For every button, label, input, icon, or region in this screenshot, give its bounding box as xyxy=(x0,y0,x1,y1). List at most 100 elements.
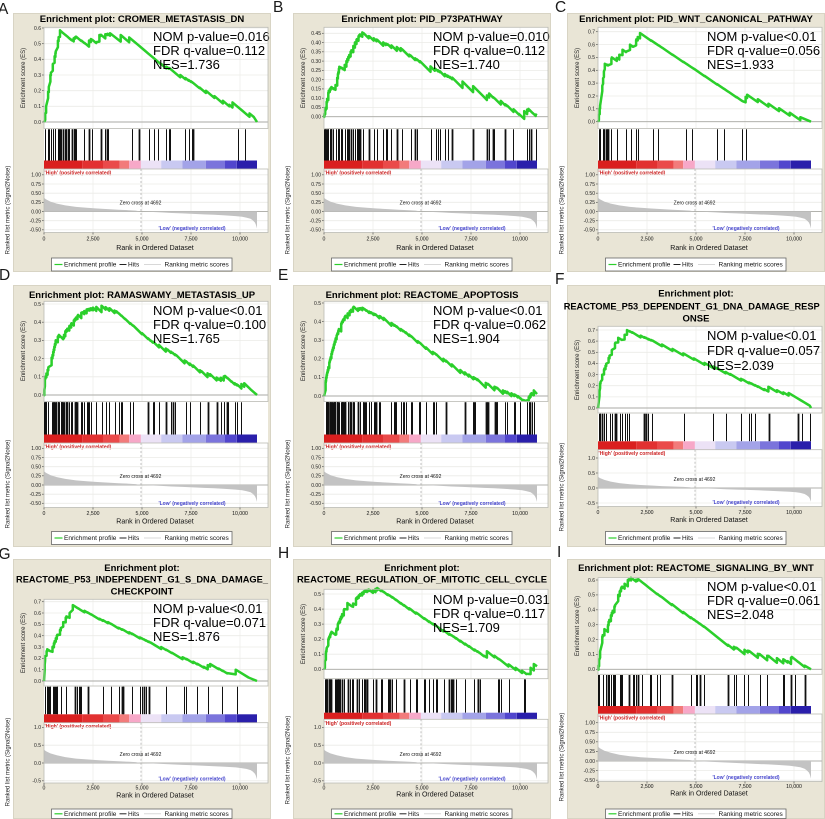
svg-text:0.25: 0.25 xyxy=(585,749,595,755)
svg-text:0.7: 0.7 xyxy=(34,600,41,606)
svg-text:0.5: 0.5 xyxy=(588,350,595,356)
svg-text:5,000: 5,000 xyxy=(136,237,149,243)
svg-text:0: 0 xyxy=(43,785,46,791)
svg-text:0.3: 0.3 xyxy=(34,645,41,651)
svg-text:0.6: 0.6 xyxy=(588,42,595,48)
svg-text:0.1: 0.1 xyxy=(34,375,41,381)
svg-text:0.5: 0.5 xyxy=(314,743,321,749)
svg-text:0: 0 xyxy=(597,510,600,516)
svg-text:0.4: 0.4 xyxy=(314,319,321,325)
svg-text:Ranked list metric (Signal2Noi: Ranked list metric (Signal2Noise) xyxy=(286,440,292,529)
svg-text:'Low' (negatively correlated): 'Low' (negatively correlated) xyxy=(158,226,225,232)
svg-text:0.4: 0.4 xyxy=(34,320,41,326)
svg-text:Rank in Ordered Dataset: Rank in Ordered Dataset xyxy=(670,517,747,524)
svg-text:2,500: 2,500 xyxy=(367,785,380,791)
svg-text:0.6: 0.6 xyxy=(588,578,595,584)
svg-text:Rank in Ordered Dataset: Rank in Ordered Dataset xyxy=(670,245,747,252)
svg-text:FDR q-value=0.062: FDR q-value=0.062 xyxy=(433,317,546,332)
svg-text:10,000: 10,000 xyxy=(512,511,528,517)
svg-text:NES=2.048: NES=2.048 xyxy=(707,607,774,622)
svg-text:-0.25: -0.25 xyxy=(584,768,596,774)
svg-text:Ranked list metric (Signal2Noi: Ranked list metric (Signal2Noise) xyxy=(6,718,12,807)
svg-text:NOM p-value<0.01: NOM p-value<0.01 xyxy=(707,328,816,343)
svg-text:NES=1.765: NES=1.765 xyxy=(153,331,220,346)
svg-text:FDR q-value=0.061: FDR q-value=0.061 xyxy=(707,593,820,608)
svg-text:2,500: 2,500 xyxy=(641,784,654,790)
svg-text:Ranked list metric (Signal2Noi: Ranked list metric (Signal2Noise) xyxy=(286,716,292,805)
svg-text:1.0: 1.0 xyxy=(34,725,41,731)
svg-text:0.05: 0.05 xyxy=(311,105,321,111)
svg-text:Enrichment plot:: Enrichment plot: xyxy=(104,563,179,574)
svg-text:NOM p-value<0.01: NOM p-value<0.01 xyxy=(153,303,262,318)
svg-text:0.75: 0.75 xyxy=(311,455,321,461)
svg-text:-0.5: -0.5 xyxy=(32,779,41,785)
svg-text:-0.50: -0.50 xyxy=(30,501,42,507)
svg-text:2,500: 2,500 xyxy=(641,510,654,516)
svg-text:Ranking metric scores: Ranking metric scores xyxy=(165,811,230,818)
svg-text:0.00: 0.00 xyxy=(311,483,321,489)
svg-text:Enrichment score (ES): Enrichment score (ES) xyxy=(575,48,581,108)
svg-text:Enrichment profile: Enrichment profile xyxy=(64,262,117,269)
svg-text:0.0: 0.0 xyxy=(34,679,41,685)
svg-text:0.25: 0.25 xyxy=(311,200,321,206)
svg-text:ONSE: ONSE xyxy=(683,313,710,324)
svg-text:0.75: 0.75 xyxy=(311,182,321,188)
svg-text:0.25: 0.25 xyxy=(311,68,321,74)
svg-text:NOM p-value<0.01: NOM p-value<0.01 xyxy=(707,579,816,594)
svg-text:Rank in Ordered Dataset: Rank in Ordered Dataset xyxy=(116,793,193,800)
svg-text:-0.25: -0.25 xyxy=(30,492,42,498)
svg-text:0.2: 0.2 xyxy=(588,94,595,100)
svg-text:Ranking metric scores: Ranking metric scores xyxy=(165,535,230,542)
svg-text:REACTOME_P53_DEPENDENT_G1_DNA_: REACTOME_P53_DEPENDENT_G1_DNA_DAMAGE_RES… xyxy=(564,302,821,313)
svg-text:0.5: 0.5 xyxy=(34,302,41,308)
svg-text:0.1: 0.1 xyxy=(588,395,595,401)
svg-text:0.5: 0.5 xyxy=(34,743,41,749)
svg-text:2,500: 2,500 xyxy=(87,511,100,517)
svg-text:0.0: 0.0 xyxy=(588,486,595,492)
svg-text:0.00: 0.00 xyxy=(585,209,595,215)
svg-text:7,500: 7,500 xyxy=(465,511,478,517)
svg-text:NES=1.709: NES=1.709 xyxy=(433,620,500,635)
svg-text:0.75: 0.75 xyxy=(31,182,41,188)
svg-text:-0.25: -0.25 xyxy=(30,219,42,225)
svg-text:Ranked list metric (Signal2Noi: Ranked list metric (Signal2Noise) xyxy=(286,166,292,255)
svg-text:Enrichment profile: Enrichment profile xyxy=(64,811,117,818)
svg-text:0.4: 0.4 xyxy=(588,608,595,614)
svg-text:0: 0 xyxy=(43,237,46,243)
svg-text:'High' (positively correlated): 'High' (positively correlated) xyxy=(325,721,392,727)
svg-text:Ranked list metric (Signal2Noi: Ranked list metric (Signal2Noise) xyxy=(560,443,566,532)
svg-text:Hits: Hits xyxy=(128,535,140,542)
svg-text:Ranked list metric (Signal2Noi: Ranked list metric (Signal2Noise) xyxy=(560,166,566,255)
svg-text:Zero cross at 4692: Zero cross at 4692 xyxy=(674,477,716,483)
svg-text:5,000: 5,000 xyxy=(416,785,429,791)
svg-text:-0.50: -0.50 xyxy=(584,228,596,234)
svg-text:5,000: 5,000 xyxy=(416,237,429,243)
svg-text:0.00: 0.00 xyxy=(585,759,595,765)
svg-text:NES=2.039: NES=2.039 xyxy=(707,358,774,373)
svg-text:Rank in Ordered Dataset: Rank in Ordered Dataset xyxy=(396,792,473,799)
svg-text:Enrichment score (ES): Enrichment score (ES) xyxy=(301,604,307,664)
svg-text:Hits: Hits xyxy=(408,811,420,818)
svg-text:0.1: 0.1 xyxy=(588,652,595,658)
svg-text:NES=1.904: NES=1.904 xyxy=(433,331,500,346)
svg-text:Hits: Hits xyxy=(682,811,694,818)
svg-text:0.5: 0.5 xyxy=(588,55,595,61)
svg-text:Enrichment score (ES): Enrichment score (ES) xyxy=(301,48,307,108)
svg-text:1.00: 1.00 xyxy=(585,721,595,727)
svg-text:FDR q-value=0.071: FDR q-value=0.071 xyxy=(153,615,266,630)
svg-text:-0.5: -0.5 xyxy=(586,501,595,507)
svg-text:-0.50: -0.50 xyxy=(584,778,596,784)
svg-text:'High' (positively correlated): 'High' (positively correlated) xyxy=(599,171,666,177)
svg-text:Rank in Ordered Dataset: Rank in Ordered Dataset xyxy=(116,519,193,526)
svg-text:Hits: Hits xyxy=(682,535,694,542)
svg-text:Zero cross at 4692: Zero cross at 4692 xyxy=(400,474,442,480)
svg-text:Enrichment profile: Enrichment profile xyxy=(618,535,671,542)
svg-text:0.3: 0.3 xyxy=(314,622,321,628)
svg-text:Hits: Hits xyxy=(128,262,140,269)
svg-text:Hits: Hits xyxy=(128,811,140,818)
svg-text:Ranking metric scores: Ranking metric scores xyxy=(445,811,510,818)
svg-text:7,500: 7,500 xyxy=(739,784,752,790)
svg-text:'High' (positively correlated): 'High' (positively correlated) xyxy=(599,451,666,457)
svg-text:-0.25: -0.25 xyxy=(584,219,596,225)
svg-text:0.50: 0.50 xyxy=(311,191,321,197)
